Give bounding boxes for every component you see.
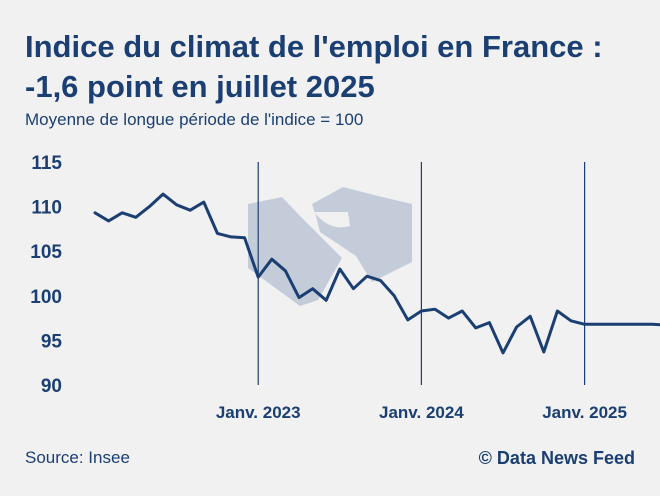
y-tick-label: 90 (41, 376, 62, 397)
y-tick-label: 110 (31, 198, 62, 219)
y-axis: 115 110 105 100 95 90 (30, 153, 62, 397)
y-tick-label: 115 (31, 153, 62, 174)
handshake-watermark-icon (248, 187, 412, 306)
y-tick-label: 95 (41, 331, 63, 352)
index-series-line (93, 192, 660, 355)
y-tick-label: 105 (30, 242, 62, 263)
x-tick-label: Janv. 2024 (379, 403, 464, 422)
chart-title-line-2: -1,6 point en juillet 2025 (25, 69, 375, 104)
chart-title: Indice du climat de l'emploi en France :… (25, 27, 645, 107)
x-tick-label: Janv. 2023 (216, 403, 301, 422)
y-tick-label: 100 (30, 287, 62, 308)
chart-title-line-1: Indice du climat de l'emploi en France : (25, 29, 603, 64)
chart-subtitle: Moyenne de longue période de l'indice = … (25, 110, 364, 129)
source-note: Source: Insee (25, 448, 130, 467)
x-tick-label: Janv. 2025 (542, 403, 627, 422)
series-layer: 96,7 (93, 192, 660, 355)
x-axis: Janv. 2023 Janv. 2024 Janv. 2025 (216, 403, 627, 422)
brand-credit: © Data News Feed (478, 448, 635, 468)
